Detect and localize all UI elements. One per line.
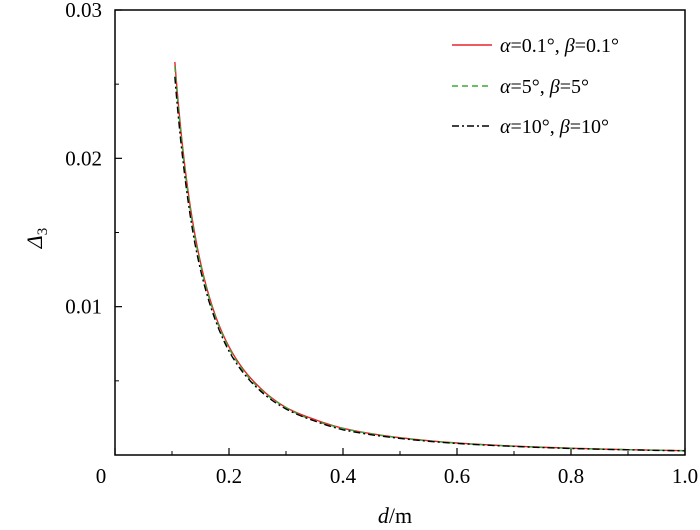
x-tick-label: 0.4 — [330, 464, 357, 488]
series-line-3 — [174, 76, 686, 452]
x-tick-label: 0.8 — [558, 464, 584, 488]
x-axis-label: d/m — [378, 503, 412, 528]
y-tick-label: 0.03 — [65, 0, 102, 22]
legend-label-1: α=0.1°, β=0.1° — [500, 35, 619, 57]
y-axis-ticks: 0.01 0.02 0.03 — [65, 0, 122, 382]
y-tick-label: 0.01 — [65, 295, 102, 319]
x-tick-label: 0.6 — [444, 464, 470, 488]
series-line-2 — [174, 66, 686, 452]
x-tick-label: 1.0 — [672, 464, 698, 488]
y-tick-label: 0.02 — [65, 146, 102, 170]
legend: α=0.1°, β=0.1° α=5°, β=5° α=10°, β=10° — [452, 35, 619, 138]
series-lines — [174, 61, 686, 452]
x-axis-ticks: 0 0.2 0.4 0.6 0.8 1.0 — [96, 448, 698, 488]
legend-label-3: α=10°, β=10° — [500, 116, 609, 138]
x-tick-label: 0.2 — [216, 464, 242, 488]
y-axis-label: Δ3 — [22, 228, 51, 249]
plot-area-frame — [114, 9, 686, 456]
legend-label-2: α=5°, β=5° — [500, 76, 589, 98]
x-tick-label: 0 — [96, 464, 107, 488]
